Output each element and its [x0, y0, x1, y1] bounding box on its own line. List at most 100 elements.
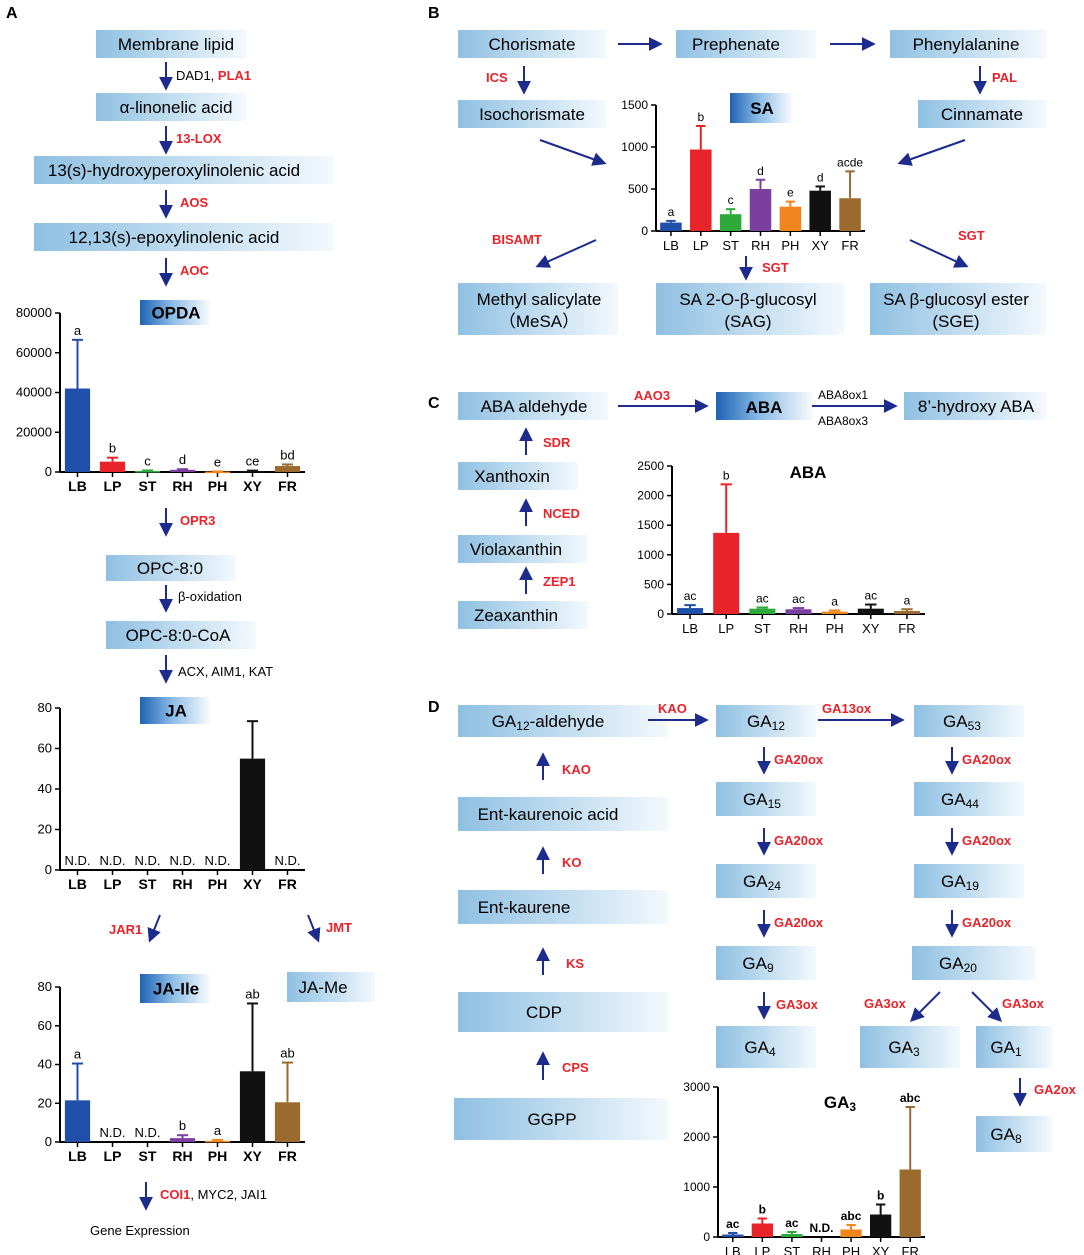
aba-bar-RH	[785, 609, 812, 614]
box-ga12	[716, 705, 816, 737]
aba-xlabel-ST: ST	[754, 621, 771, 636]
sa-bar-PH	[779, 206, 802, 231]
sa-xlabel-XY: XY	[812, 238, 830, 253]
aba-sig-ST: ac	[756, 591, 769, 605]
panel-letter-d: D	[428, 699, 440, 716]
box-violaxanthin	[458, 535, 588, 563]
step-ga2ox: GA2ox	[1034, 1082, 1077, 1097]
ga15-sub: 15	[768, 797, 782, 811]
chart-ja: JA 0 20 40 60 80 N.D. LB N.D. LP N.D. ST N.D. RH N.D. P…	[38, 697, 305, 892]
ja-xlabel-FR: FR	[278, 876, 297, 892]
jaile-bar-XY	[239, 1071, 266, 1142]
step-ga20ox-6: GA20ox	[962, 915, 1012, 930]
opda-xlabel-LP: LP	[104, 478, 122, 494]
ja-ytick-label-4: 80	[38, 700, 52, 715]
ja-xlabel-PH: PH	[208, 876, 227, 892]
step-ga20ox-3: GA20ox	[774, 915, 824, 930]
step-opr3: OPR3	[180, 513, 215, 528]
box-xanthoxin	[458, 462, 578, 490]
step-ga13ox: GA13ox	[822, 701, 872, 716]
sa-sig-XY: d	[817, 170, 824, 184]
chart-jaile: JA-Ile 0 20 40 60 80 a LB N.D. LP N.D. ST b RH a PH ab XY…	[38, 974, 305, 1164]
sa-ytick-label-0: 0	[641, 224, 648, 238]
label-epox: 12,13(s)-epoxylinolenic acid	[69, 228, 280, 247]
jaile-ytick-label-0: 0	[45, 1134, 52, 1149]
label-cinnamate: Cinnamate	[941, 105, 1023, 124]
label-ggpp: GGPP	[527, 1110, 576, 1129]
opda-sig-FR: bd	[280, 447, 294, 462]
label-sge-1: SA β-glucosyl ester	[883, 290, 1029, 309]
arrow-sgt-right	[909, 239, 969, 268]
box-ga12-aldehyde	[458, 705, 668, 737]
aba-title: ABA	[790, 463, 827, 482]
label-ga1: GA1	[990, 1038, 1022, 1059]
ga3-sig-LB: ac	[726, 1217, 740, 1231]
box-ga15	[716, 782, 816, 816]
box-cdp	[458, 992, 668, 1032]
ga12-ald-prefix: GA	[492, 712, 517, 731]
label-ga12-aldehyde: GA12-aldehyde	[492, 712, 605, 733]
label-sag-2: (SAG)	[724, 312, 771, 331]
box-sge	[870, 283, 1046, 335]
sa-ytick-label-3: 1500	[621, 98, 648, 112]
sa-ytick-label-2: 1000	[621, 140, 648, 154]
jaile-sig-LB: a	[74, 1047, 82, 1062]
step-dad1-pla1: DAD1, PLA1	[176, 68, 251, 83]
box-aba-aldehyde	[458, 392, 608, 420]
box-isochorismate	[458, 100, 606, 128]
ja-title: JA	[165, 702, 187, 721]
sa-sig-PH: e	[787, 186, 794, 200]
label-ga12: GA12	[747, 712, 785, 733]
ja-sig-LB: N.D.	[65, 853, 91, 868]
ga44-sub: 44	[966, 797, 980, 811]
ga3-xlabel-PH: PH	[842, 1244, 860, 1255]
ga9-prefix: GA	[742, 954, 767, 973]
ja-xlabel-ST: ST	[139, 876, 157, 892]
step-ga3ox-3: GA3ox	[1002, 996, 1045, 1011]
step-13lox: 13-LOX	[176, 131, 222, 146]
aba-bar-LP	[713, 532, 740, 614]
step-cps: CPS	[562, 1060, 589, 1075]
label-entacid: Ent-kaurenoic acid	[478, 805, 619, 824]
ga3-xlabel-LP: LP	[754, 1244, 770, 1255]
label-prephenate: Prephenate	[692, 35, 780, 54]
chart-opda: OPDA 0 20000 40000 60000 80000 a LB b LP c ST d RH e PH…	[16, 300, 305, 494]
ga3-ytick-label-2: 2000	[683, 1130, 710, 1144]
label-ga53: GA53	[943, 712, 981, 733]
panel-letter-c: C	[428, 395, 440, 412]
label-ga44: GA44	[941, 790, 979, 811]
step-jar1: JAR1	[109, 922, 142, 937]
ga12-ald-sub: 12	[516, 719, 530, 733]
ga3-ytick-label-0: 0	[703, 1230, 710, 1244]
step-sgt-right: SGT	[958, 228, 985, 243]
step-kao-h: KAO	[658, 701, 687, 716]
ga3-bar-PH	[840, 1229, 862, 1237]
ga3-bar-ST	[781, 1234, 803, 1237]
opda-sig-LB: a	[74, 323, 82, 338]
label-membrane-lipid: Membrane lipid	[118, 35, 234, 54]
sa-xlabel-ST: ST	[722, 238, 739, 253]
box-ga53	[914, 705, 1024, 737]
jaile-xlabel-PH: PH	[208, 1148, 227, 1164]
ga24-prefix: GA	[743, 872, 768, 891]
jaile-xlabel-ST: ST	[139, 1148, 157, 1164]
ja-sig-PH: N.D.	[205, 853, 231, 868]
box-opc8	[106, 555, 236, 581]
opda-xlabel-FR: FR	[278, 478, 297, 494]
sa-xlabel-LP: LP	[693, 238, 709, 253]
sa-xlabel-PH: PH	[781, 238, 799, 253]
aba-bar-FR	[893, 611, 920, 614]
sa-sig-FR: acde	[837, 155, 863, 169]
step-ga3ox-1: GA3ox	[776, 997, 819, 1012]
ga8-sub: 8	[1015, 1132, 1022, 1146]
aba-bar-PH	[821, 611, 848, 614]
aba-xlabel-LB: LB	[682, 621, 698, 636]
sa-ytick-label-1: 500	[628, 182, 648, 196]
label-ga4: GA4	[744, 1038, 776, 1059]
box-phenylalanine	[890, 30, 1046, 58]
aba-xlabel-FR: FR	[898, 621, 915, 636]
opda-bar-LB	[64, 388, 91, 472]
opda-ytick-label-0: 0	[45, 464, 52, 479]
box-hpot	[34, 156, 334, 184]
opda-bar-LP	[99, 461, 126, 472]
